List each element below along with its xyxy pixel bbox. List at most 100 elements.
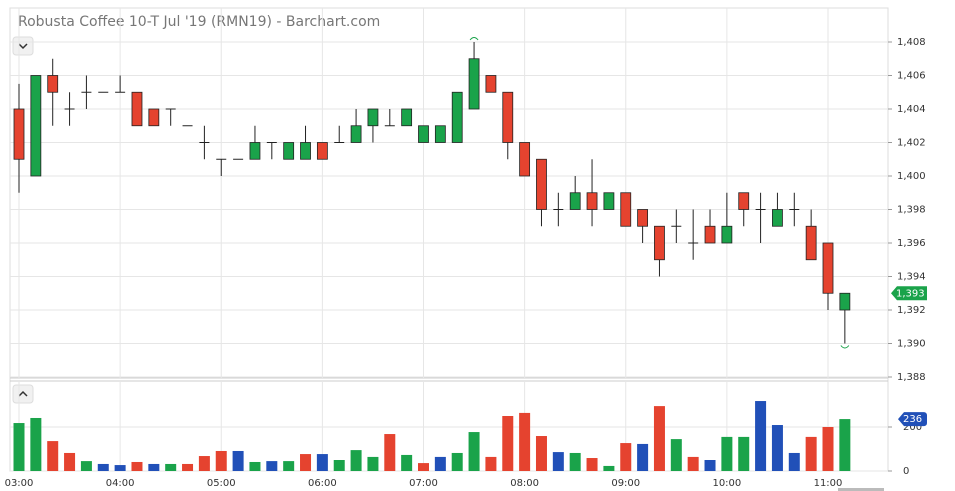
y-tick-label: 1,406 bbox=[897, 71, 926, 82]
volume-bar bbox=[586, 458, 598, 471]
volume-bar bbox=[670, 439, 682, 471]
collapse-button[interactable] bbox=[12, 384, 34, 404]
volume-bar bbox=[839, 419, 851, 471]
candle-body bbox=[738, 192, 750, 210]
volume-bar bbox=[300, 454, 312, 471]
candle-body bbox=[822, 242, 834, 294]
y-tick-label: 1,402 bbox=[897, 138, 926, 149]
collapse-button[interactable] bbox=[12, 36, 34, 56]
volume-bar bbox=[198, 456, 210, 471]
candle-body bbox=[772, 209, 783, 227]
volume-bar bbox=[165, 463, 177, 471]
volume-bar bbox=[569, 452, 581, 471]
x-tick-label: 04:00 bbox=[106, 478, 135, 489]
candle-body bbox=[654, 225, 665, 261]
volume-bar bbox=[283, 461, 295, 471]
x-tick-label: 08:00 bbox=[510, 478, 539, 489]
volume-tick-label: 0 bbox=[903, 466, 909, 477]
candle-body bbox=[603, 192, 615, 210]
x-tick-label: 07:00 bbox=[409, 478, 438, 489]
volume-bar bbox=[64, 452, 76, 471]
y-tick-label: 1,394 bbox=[897, 272, 926, 283]
y-tick-label: 1,392 bbox=[897, 305, 926, 316]
volume-bar bbox=[148, 463, 160, 471]
y-tick-label: 1,404 bbox=[897, 104, 926, 115]
volume-bar bbox=[215, 450, 227, 471]
volume-bar bbox=[451, 452, 463, 471]
candle-body bbox=[300, 142, 311, 160]
volume-bar bbox=[788, 452, 800, 471]
volume-bar bbox=[805, 436, 817, 471]
volume-bar bbox=[771, 425, 783, 471]
volume-bar bbox=[468, 432, 480, 471]
volume-bar bbox=[519, 412, 531, 471]
y-tick-label: 1,408 bbox=[897, 37, 926, 48]
candle-body bbox=[283, 142, 295, 160]
x-tick-label: 03:00 bbox=[5, 478, 34, 489]
volume-bar bbox=[80, 461, 92, 471]
volume-bar bbox=[30, 417, 42, 471]
volume-bar bbox=[367, 456, 379, 471]
candle-body bbox=[637, 209, 649, 227]
candle-body bbox=[148, 108, 160, 127]
volume-bar bbox=[182, 463, 194, 471]
volume-tag bbox=[898, 412, 927, 427]
volume-bar bbox=[350, 450, 362, 471]
x-tick-label: 10:00 bbox=[712, 478, 741, 489]
scrollbar[interactable] bbox=[838, 488, 884, 491]
volume-bar bbox=[603, 465, 615, 471]
candle-body bbox=[569, 192, 581, 210]
volume-bar bbox=[401, 454, 413, 471]
volume-bar bbox=[333, 460, 345, 471]
volume-bar bbox=[687, 456, 699, 471]
volume-bar bbox=[721, 436, 733, 471]
volume-bar bbox=[755, 401, 767, 471]
y-tick-label: 1,398 bbox=[897, 205, 926, 216]
last-price-tag bbox=[891, 286, 927, 301]
last-price-label: 1,393 bbox=[896, 288, 925, 299]
x-tick-label: 06:00 bbox=[308, 478, 337, 489]
candle-body bbox=[367, 108, 379, 127]
volume-bar bbox=[47, 441, 59, 471]
volume-bar bbox=[13, 423, 25, 471]
candle-body bbox=[519, 142, 531, 177]
volume-bar bbox=[485, 456, 497, 471]
low-marker bbox=[840, 345, 850, 349]
volume-last-label: 236 bbox=[903, 414, 922, 425]
candle-body bbox=[131, 91, 143, 127]
volume-bar bbox=[131, 461, 143, 471]
x-tick-label: 09:00 bbox=[611, 478, 640, 489]
y-tick-label: 1,390 bbox=[897, 339, 926, 350]
candle-body bbox=[536, 158, 547, 210]
volume-bar bbox=[552, 452, 564, 471]
volume-bar bbox=[97, 463, 109, 471]
volume-bar bbox=[620, 443, 632, 471]
candle-body bbox=[805, 225, 817, 261]
candle-body bbox=[704, 225, 716, 244]
volume-bar bbox=[384, 434, 396, 471]
volume-bar bbox=[738, 436, 750, 471]
y-tick-label: 1,396 bbox=[897, 238, 926, 249]
volume-bar bbox=[266, 461, 278, 471]
high-marker bbox=[469, 37, 479, 41]
x-tick-label: 05:00 bbox=[207, 478, 236, 489]
volume-bar bbox=[316, 454, 328, 471]
candle-body bbox=[249, 142, 261, 160]
volume-bar bbox=[535, 436, 547, 471]
candle-body bbox=[30, 75, 42, 177]
candle-body bbox=[451, 91, 463, 143]
x-tick-label: 11:00 bbox=[814, 478, 843, 489]
y-tick-label: 1,400 bbox=[897, 171, 926, 182]
candle-body bbox=[586, 192, 598, 210]
volume-bar bbox=[434, 456, 446, 471]
candle-body bbox=[47, 75, 59, 93]
volume-tick-label: 200 bbox=[903, 422, 922, 433]
volume-bar bbox=[822, 427, 834, 471]
volume-bar bbox=[249, 461, 261, 471]
candle-body bbox=[721, 225, 733, 244]
volume-bar bbox=[418, 463, 429, 471]
volume-bar bbox=[502, 416, 514, 471]
candle-body bbox=[350, 125, 362, 143]
volume-bar bbox=[653, 406, 665, 471]
